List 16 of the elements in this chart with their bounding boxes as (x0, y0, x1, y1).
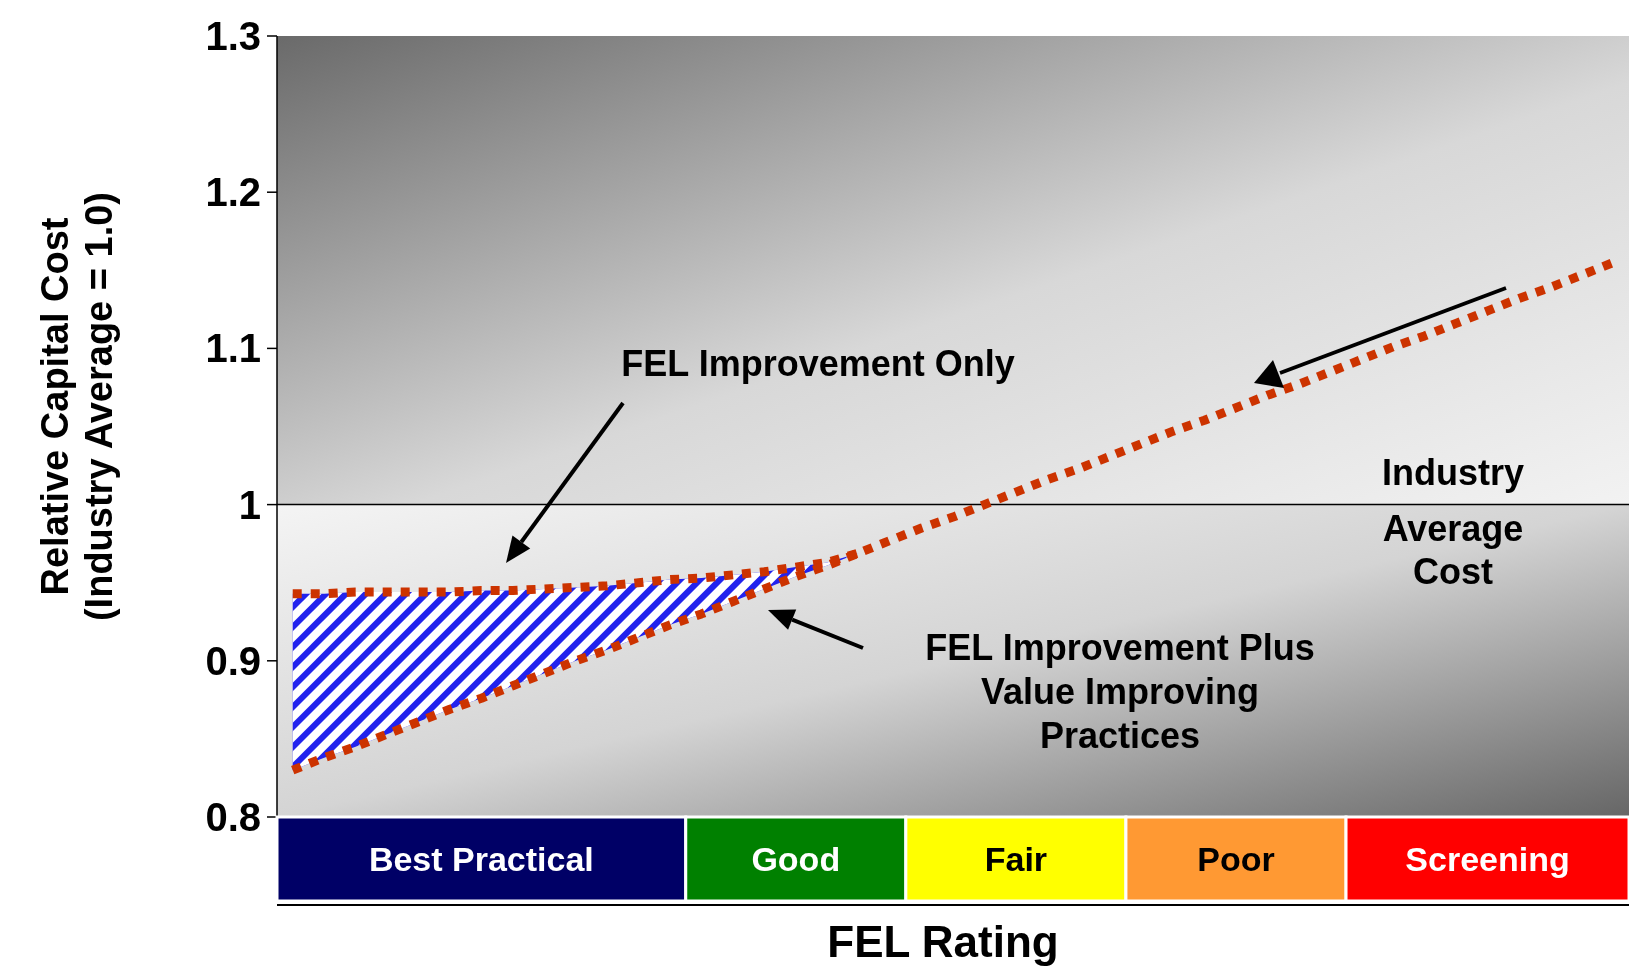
y-tick-label: 0.8 (205, 795, 261, 839)
x-tick-label: Fair (984, 839, 1048, 878)
x-tick-label: Poor (1197, 839, 1275, 878)
y-tick-label: 1.1 (205, 326, 261, 371)
ref-line-label: Industry Average Cost (1381, 451, 1525, 592)
y-tick-label: 1.3 (205, 14, 261, 58)
y-tick-label: 1 (238, 482, 261, 527)
y-tick-label: 0.9 (205, 638, 261, 683)
y-tick-label: 1.2 (205, 170, 261, 215)
x-tick-label: Screening (1405, 839, 1570, 878)
x-axis-title: FEL Rating (827, 917, 1059, 966)
x-tick-label: Good (751, 839, 841, 878)
y-axis-title: Relative Capital Cost (Industry Average = 1.0) (34, 191, 120, 622)
annotation: FEL Improvement Plus Value Improving Practices (925, 627, 1315, 756)
annotation: FEL Improvement Only (621, 343, 1015, 384)
x-tick-label: Best Practical (368, 839, 594, 878)
